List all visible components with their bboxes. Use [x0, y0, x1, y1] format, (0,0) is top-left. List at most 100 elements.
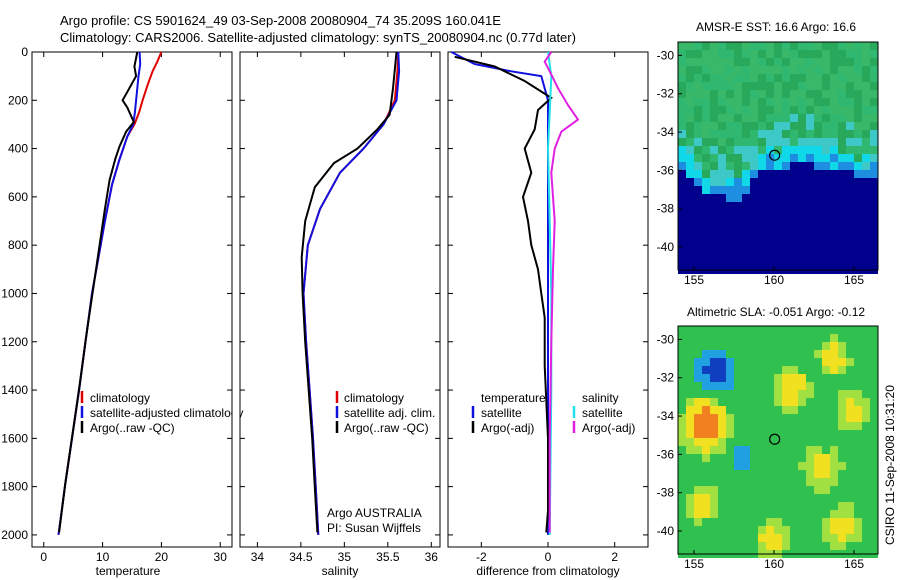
- map-cell: [766, 82, 774, 90]
- map-cell: [710, 430, 718, 438]
- map-cell: [742, 210, 750, 218]
- map-cell: [798, 82, 806, 90]
- map-cell: [790, 50, 798, 58]
- map-cell: [678, 438, 686, 446]
- map-cell: [862, 194, 870, 202]
- map-cell: [726, 494, 734, 502]
- map-cell: [782, 210, 790, 218]
- map-cell: [774, 454, 782, 462]
- map-cell: [822, 510, 830, 518]
- map-cell: [758, 202, 766, 210]
- map-cell: [686, 122, 694, 130]
- map-cell: [694, 542, 702, 550]
- sst-map-title: AMSR-E SST: 16.6 Argo: 16.6: [696, 20, 856, 34]
- map-cell: [782, 326, 790, 334]
- map-cell: [678, 382, 686, 390]
- map-cell: [694, 414, 702, 422]
- map-cell: [870, 406, 878, 414]
- map-cell: [718, 226, 726, 234]
- map-cell: [766, 374, 774, 382]
- map-cell: [750, 50, 758, 58]
- map-cell: [678, 326, 686, 334]
- map-cell: [870, 242, 878, 250]
- map-cell: [734, 106, 742, 114]
- map-cell: [726, 542, 734, 550]
- map-cell: [798, 106, 806, 114]
- map-cell: [838, 478, 846, 486]
- legend-label-argo: Argo(..raw -QC): [90, 421, 175, 435]
- map-cell: [766, 462, 774, 470]
- map-cell: [862, 390, 870, 398]
- map-cell: [758, 226, 766, 234]
- map-cell: [750, 334, 758, 342]
- map-cell: [854, 470, 862, 478]
- map-cell: [678, 398, 686, 406]
- map-cell: [822, 526, 830, 534]
- map-cell: [870, 250, 878, 258]
- map-cell: [758, 242, 766, 250]
- map-cell: [854, 82, 862, 90]
- map-cell: [686, 250, 694, 258]
- map-cell: [862, 470, 870, 478]
- map-cell: [702, 358, 710, 366]
- map-cell: [694, 526, 702, 534]
- map-cell: [758, 510, 766, 518]
- map-cell: [718, 138, 726, 146]
- map-cell: [806, 534, 814, 542]
- map-cell: [750, 186, 758, 194]
- map-cell: [774, 194, 782, 202]
- map-cell: [710, 446, 718, 454]
- map-cell: [838, 406, 846, 414]
- map-cell: [870, 162, 878, 170]
- map-cell: [766, 210, 774, 218]
- map-cell: [790, 526, 798, 534]
- map-cell: [726, 250, 734, 258]
- map-cell: [750, 90, 758, 98]
- map-cell: [734, 534, 742, 542]
- map-cell: [750, 226, 758, 234]
- map-cell: [678, 454, 686, 462]
- map-cell: [790, 242, 798, 250]
- map-cell: [718, 414, 726, 422]
- map-cell: [822, 350, 830, 358]
- map-cell: [862, 258, 870, 266]
- map-cell: [678, 510, 686, 518]
- map-cell: [822, 258, 830, 266]
- map-cell: [798, 194, 806, 202]
- map-cell: [678, 342, 686, 350]
- y-tick-label: 1200: [1, 335, 28, 349]
- map-cell: [734, 258, 742, 266]
- map-cell: [766, 90, 774, 98]
- map-cell: [822, 74, 830, 82]
- map-cell: [710, 462, 718, 470]
- map-cell: [766, 42, 774, 50]
- map-cell: [750, 502, 758, 510]
- map-cell: [718, 202, 726, 210]
- map-cell: [830, 326, 838, 334]
- map-cell: [830, 454, 838, 462]
- map-cell: [870, 478, 878, 486]
- map-cell: [814, 242, 822, 250]
- map-cell: [822, 446, 830, 454]
- map-cell: [678, 178, 686, 186]
- map-cell: [750, 414, 758, 422]
- map-cell: [758, 186, 766, 194]
- x-tick-label: 34.5: [289, 550, 313, 564]
- map-cell: [718, 170, 726, 178]
- map-cell: [758, 82, 766, 90]
- map-cell: [742, 138, 750, 146]
- figure-title-line2: Climatology: CARS2006. Satellite-adjuste…: [60, 30, 576, 45]
- map-cell: [782, 242, 790, 250]
- x-tick-label: 160: [764, 273, 784, 287]
- map-cell: [766, 226, 774, 234]
- map-cell: [862, 50, 870, 58]
- map-cell: [694, 106, 702, 114]
- map-cell: [814, 90, 822, 98]
- map-cell: [774, 366, 782, 374]
- map-cell: [798, 242, 806, 250]
- map-cell: [694, 358, 702, 366]
- x-tick-label: 2: [611, 550, 618, 564]
- salinity-axis-label: salinity: [322, 564, 359, 578]
- map-cell: [814, 178, 822, 186]
- map-cell: [686, 170, 694, 178]
